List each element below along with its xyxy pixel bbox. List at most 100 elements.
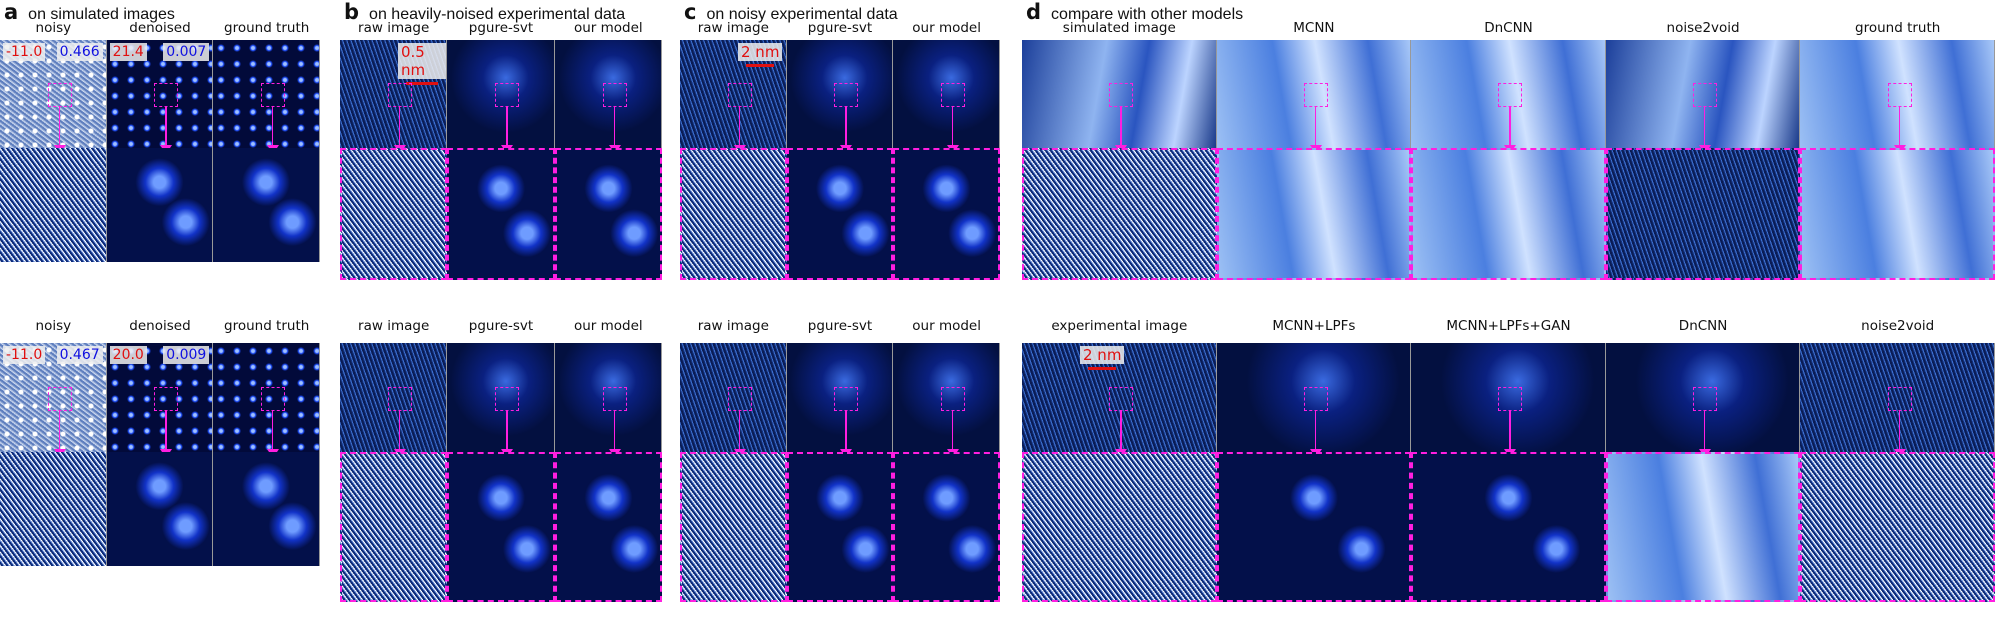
full-image: [1800, 343, 1995, 452]
full-image: [554, 40, 662, 148]
zoom-region-box: [260, 83, 285, 108]
column-label: ground truth: [1855, 20, 1941, 36]
zoom-arrow-icon: [734, 106, 744, 148]
zoom-region-box: [154, 83, 179, 108]
zoomed-crop: [106, 148, 214, 262]
zoomed-crop: [554, 452, 662, 602]
zoom-region-box: [1498, 83, 1523, 108]
full-image: [680, 343, 787, 452]
zoomed-crop: [213, 452, 320, 566]
zoom-region-box: [260, 386, 285, 411]
full-image: [447, 343, 555, 452]
zoom-region-box: [1109, 386, 1134, 411]
zoom-arrow-icon: [395, 106, 405, 148]
zoom-arrow-icon: [502, 409, 512, 452]
zoom-arrow-icon: [1894, 409, 1904, 452]
scale-bar: 0.5 nm: [398, 43, 447, 85]
zoomed-crop: [0, 452, 107, 566]
full-image: [1216, 343, 1412, 452]
zoomed-crop: [1605, 452, 1801, 602]
zoom-arrow-icon: [1310, 409, 1320, 452]
zoomed-crop: [447, 148, 555, 280]
zoom-region-box: [1303, 386, 1328, 411]
psnr-value: 20.0: [109, 346, 147, 364]
full-image: [1800, 40, 1995, 148]
zoom-region-box: [1498, 386, 1523, 411]
zoom-arrow-icon: [502, 106, 512, 148]
zoom-arrow-icon: [268, 409, 278, 452]
zoom-region-box: [940, 386, 965, 411]
zoomed-crop: [1800, 452, 1995, 602]
zoom-region-box: [834, 83, 859, 108]
full-image: 21.4 0.007: [106, 40, 214, 148]
column-label: our model: [912, 318, 981, 334]
zoom-arrow-icon: [1116, 106, 1126, 148]
zoom-region-box: [1692, 83, 1717, 108]
column-label: noisy: [35, 20, 72, 36]
column-label: ground truth: [224, 318, 310, 334]
zoom-arrow-icon: [841, 409, 851, 452]
zoom-arrow-icon: [268, 106, 278, 148]
zoom-arrow-icon: [1310, 106, 1320, 148]
zoom-region-box: [727, 386, 752, 411]
column-label: noisy: [35, 318, 72, 334]
zoom-region-box: [47, 83, 72, 108]
zoom-arrow-icon: [948, 106, 958, 148]
column-label: raw image: [697, 20, 769, 36]
column-label: ground truth: [224, 20, 310, 36]
zoomed-crop: [680, 148, 787, 280]
zoomed-crop: [554, 148, 662, 280]
full-image: 20.0 0.009: [106, 343, 214, 452]
zoomed-crop: [340, 148, 448, 280]
column-label: DnCNN: [1678, 318, 1728, 334]
full-image: [1216, 40, 1412, 148]
zoom-arrow-icon: [1700, 106, 1710, 148]
error-value: 0.467: [56, 346, 103, 364]
full-image: -11.0 0.466: [0, 40, 107, 148]
column-label: raw image: [358, 318, 430, 334]
error-value: 0.009: [163, 346, 210, 364]
panel-c-title: c on noisy experimental data: [684, 0, 898, 24]
full-image: 2 nm: [680, 40, 787, 148]
zoom-arrow-icon: [54, 106, 64, 148]
zoom-arrow-icon: [609, 106, 619, 148]
zoom-region-box: [1109, 83, 1134, 108]
zoomed-crop: [1800, 148, 1995, 280]
full-image: -11.0 0.467: [0, 343, 107, 452]
zoom-region-box: [602, 386, 627, 411]
full-image: [786, 343, 894, 452]
full-image: [447, 40, 555, 148]
column-label: DnCNN: [1484, 20, 1533, 36]
full-image: [213, 343, 320, 452]
scale-bar: 2 nm: [738, 43, 783, 67]
column-label: noise2void: [1666, 20, 1740, 36]
full-image: 0.5 nm: [340, 40, 448, 148]
zoom-region-box: [1303, 83, 1328, 108]
zoomed-crop: [1411, 148, 1606, 280]
column-label: MCNN: [1293, 20, 1335, 36]
full-image: [893, 40, 1000, 148]
zoomed-crop: [1022, 148, 1217, 280]
panel-d-title: d compare with other models: [1026, 0, 1244, 24]
column-label: simulated image: [1062, 20, 1176, 36]
column-label: denoised: [129, 318, 191, 334]
zoomed-crop: [106, 452, 214, 566]
zoom-arrow-icon: [1116, 409, 1126, 452]
full-image: [893, 343, 1000, 452]
zoom-arrow-icon: [395, 409, 405, 452]
zoom-region-box: [1692, 386, 1717, 411]
scale-bar: 2 nm: [1080, 346, 1125, 370]
column-label: our model: [573, 318, 643, 334]
zoomed-crop: [213, 148, 320, 262]
zoomed-crop: [447, 452, 555, 602]
column-label: MCNN+LPFs: [1272, 318, 1356, 334]
zoomed-crop: [340, 452, 448, 602]
zoom-region-box: [495, 386, 520, 411]
column-label: pgure-svt: [468, 318, 534, 334]
psnr-value: 21.4: [109, 43, 147, 61]
panel-a-title: a on simulated images: [4, 0, 175, 24]
zoom-region-box: [495, 83, 520, 108]
zoom-arrow-icon: [161, 409, 171, 452]
zoom-region-box: [727, 83, 752, 108]
